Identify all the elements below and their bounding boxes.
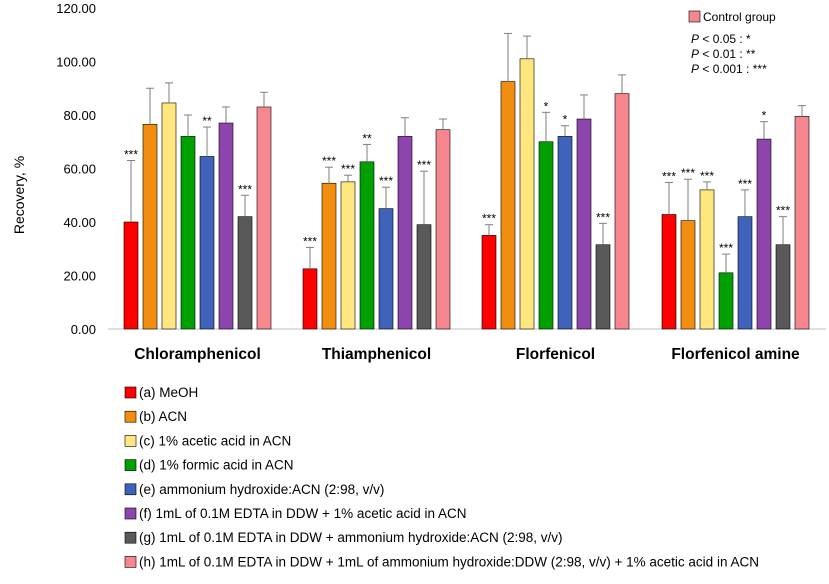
bar (256, 106, 272, 330)
bar (199, 156, 215, 330)
category-label: Chloramphenicol (134, 346, 261, 363)
bar (161, 102, 177, 330)
bar (699, 189, 715, 330)
p-value-line: P < 0.05 : * (691, 32, 751, 46)
bar (737, 216, 753, 330)
bar (500, 81, 516, 330)
bar (180, 136, 196, 330)
y-tick-label: 120.00 (56, 1, 96, 16)
legend-swatch (124, 410, 137, 423)
control-group-label: Control group (703, 10, 776, 24)
legend-item-label: (a) MeOH (139, 385, 198, 400)
legend-item-label: (g) 1mL of 0.1M EDTA in DDW + ammonium h… (139, 530, 563, 545)
significance-label: *** (482, 212, 496, 226)
bar (718, 272, 734, 330)
bar (378, 208, 394, 330)
bar (680, 220, 696, 330)
significance-label: *** (417, 158, 431, 172)
legend-item-label: (h) 1mL of 0.1M EDTA in DDW + 1mL of amm… (139, 554, 759, 569)
bar (416, 224, 432, 330)
y-tick-label: 40.00 (63, 215, 96, 230)
y-tick-label: 100.00 (56, 55, 96, 70)
bar (614, 93, 630, 330)
bar (756, 138, 772, 330)
y-tick-label: 80.00 (63, 108, 96, 123)
significance-label: * (762, 109, 767, 123)
bar (359, 161, 375, 330)
bar (340, 181, 356, 330)
legend-swatch (124, 483, 137, 496)
y-tick-label: 20.00 (63, 269, 96, 284)
label-layer: ********Chloramphenicol*****************… (124, 99, 800, 363)
significance-label: *** (341, 162, 355, 176)
bar (435, 129, 451, 330)
significance-label: ** (362, 131, 372, 145)
bar (661, 214, 677, 330)
category-label: Florfenicol amine (671, 346, 800, 363)
bar (775, 244, 791, 330)
legend-swatch (124, 386, 137, 399)
y-tick-label: 60.00 (63, 162, 96, 177)
significance-label: *** (596, 210, 610, 224)
bar (321, 182, 337, 330)
legend-item-label: (d) 1% formic acid in ACN (139, 458, 294, 473)
significance-label: *** (124, 147, 138, 161)
significance-label: *** (303, 234, 317, 248)
bar (237, 216, 253, 330)
significance-label: *** (738, 177, 752, 191)
bar (794, 116, 810, 330)
bar (481, 235, 497, 330)
legend-item-label: (b) ACN (139, 409, 187, 424)
significance-label: *** (719, 241, 733, 255)
category-label: Thiamphenicol (322, 346, 431, 363)
bottom-legend: (a) MeOH (b) ACN (c) 1% acetic acid in ACN… (124, 385, 759, 569)
bar (218, 122, 234, 330)
significance-label: * (563, 113, 568, 127)
significance-label: *** (662, 169, 676, 183)
category-label: Florfenicol (516, 346, 595, 363)
bar (302, 268, 318, 330)
inset-legend: Control group P < 0.05 : *P < 0.01 : **P … (688, 10, 776, 76)
bar (519, 58, 535, 330)
bar (397, 136, 413, 330)
legend-swatch (124, 507, 137, 520)
control-group-swatch (688, 10, 701, 23)
bar (595, 244, 611, 330)
bar (576, 118, 592, 330)
legend-item-label: (e) ammonium hydroxide:ACN (2:98, v/v) (139, 482, 384, 497)
y-tick-label: 0.00 (71, 322, 96, 337)
legend-swatch (124, 435, 137, 447)
significance-label: * (544, 99, 549, 113)
significance-label: *** (238, 182, 252, 196)
p-value-line: P < 0.01 : ** (691, 47, 756, 61)
legend-swatch (124, 531, 137, 544)
legend-swatch (124, 459, 137, 471)
significance-label: *** (379, 174, 393, 188)
legend-item-label: (f) 1mL of 0.1M EDTA in DDW + 1% acetic … (139, 506, 466, 521)
p-value-line: P < 0.001 : *** (691, 62, 767, 76)
bar (538, 141, 554, 330)
legend-swatch (124, 556, 137, 568)
legend-item-label: (c) 1% acetic acid in ACN (139, 433, 291, 448)
bar (142, 124, 158, 330)
bar-layer (123, 32, 810, 330)
significance-label: *** (681, 166, 695, 180)
bar (123, 221, 139, 330)
significance-label: *** (776, 204, 790, 218)
y-axis-title: Recovery, % (11, 156, 27, 234)
significance-label: *** (700, 169, 714, 183)
bar (557, 136, 573, 330)
significance-label: ** (202, 114, 212, 128)
significance-label: *** (322, 154, 336, 168)
